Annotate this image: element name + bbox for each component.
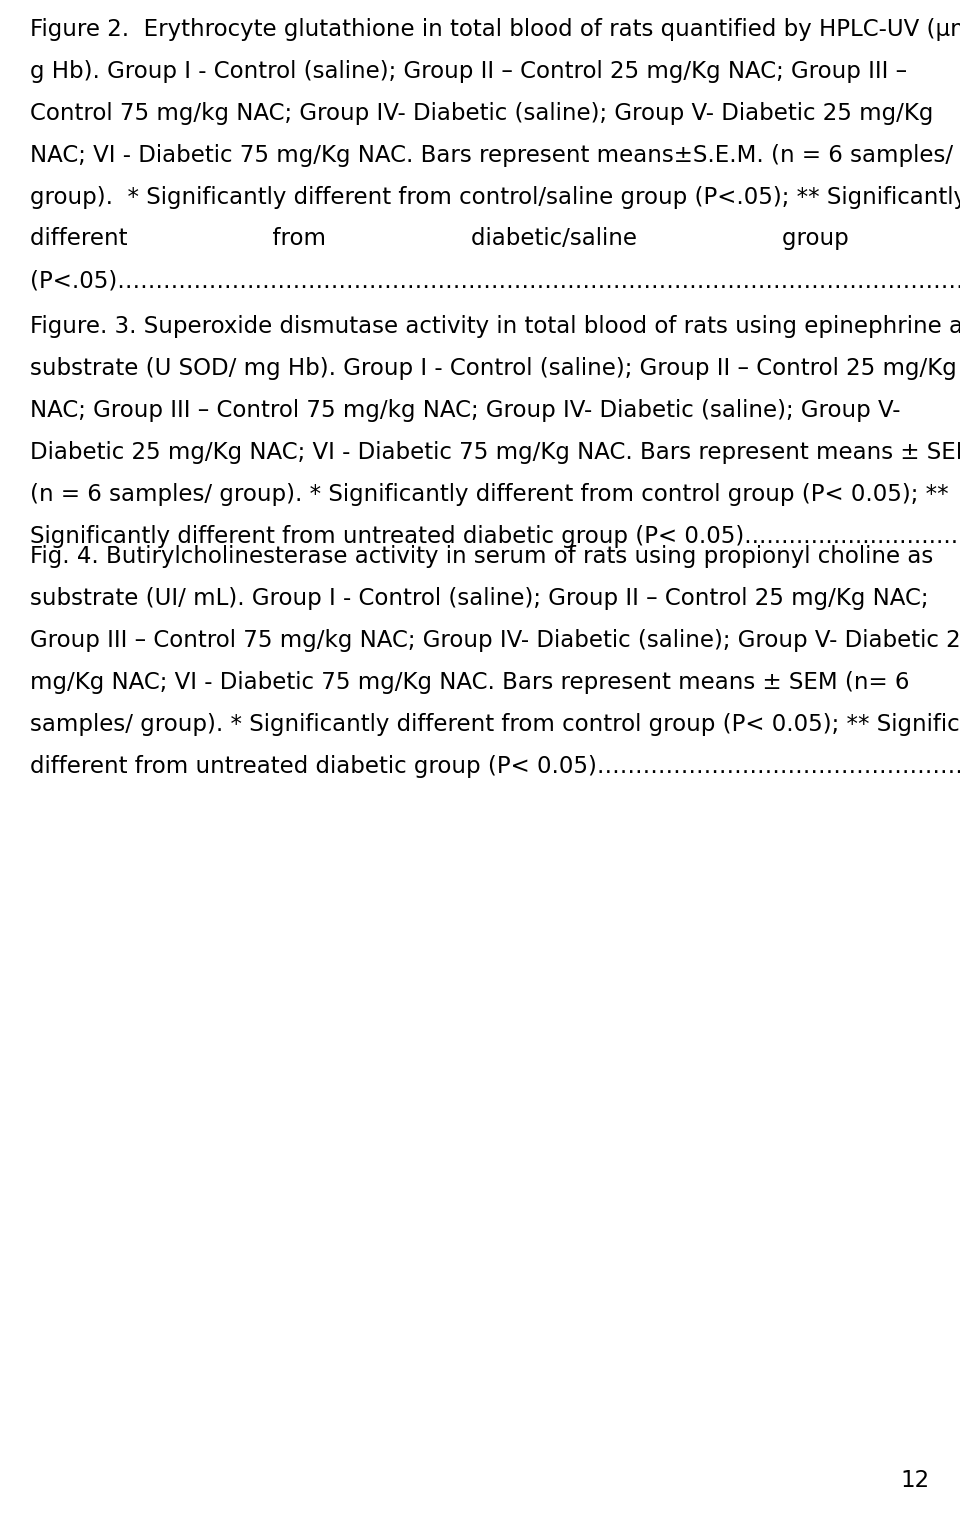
- Text: Fig. 4. Butirylcholinesterase activity in serum of rats using propionyl choline : Fig. 4. Butirylcholinesterase activity i…: [30, 545, 960, 777]
- Text: 12: 12: [900, 1470, 930, 1492]
- Text: Figure. 3. Superoxide dismutase activity in total blood of rats using epinephrin: Figure. 3. Superoxide dismutase activity…: [30, 315, 960, 547]
- Text: Figure 2.  Erythrocyte glutathione in total blood of rats quantified by HPLC-UV : Figure 2. Erythrocyte glutathione in tot…: [30, 18, 960, 292]
